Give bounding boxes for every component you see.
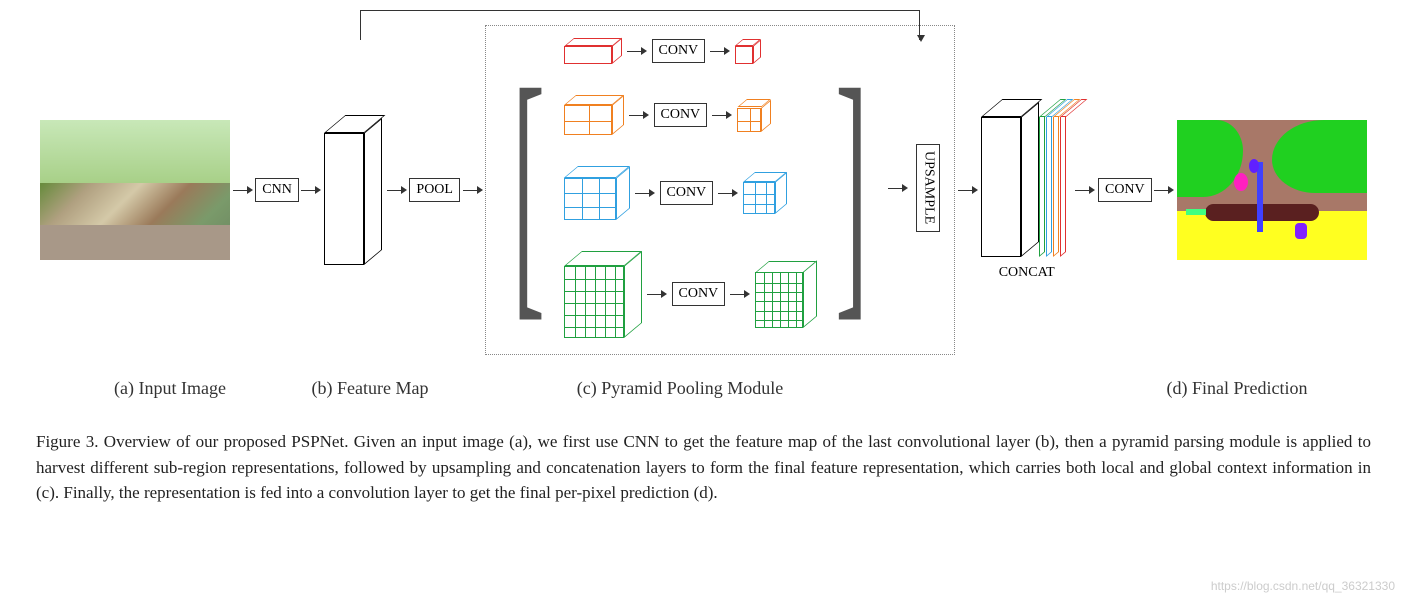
arrow xyxy=(958,186,978,194)
concat-cube xyxy=(981,99,1073,259)
output-block xyxy=(1177,120,1367,260)
figure-caption: Figure 3. Overview of our proposed PSPNe… xyxy=(30,429,1377,506)
arrow xyxy=(463,186,483,194)
output-segmentation xyxy=(1177,120,1367,260)
feature-map-cube xyxy=(324,115,384,265)
conv-final-op: CONV xyxy=(1098,178,1152,202)
arrow xyxy=(888,184,908,192)
pyramid-branch: CONV xyxy=(564,166,818,220)
concat-block: CONCAT xyxy=(981,99,1073,281)
upsample-op: UPSAMPLE xyxy=(916,144,940,231)
arrow xyxy=(301,186,321,194)
pyramid-branch: CONV xyxy=(564,95,818,135)
pyramid-branch: CONV xyxy=(564,38,818,64)
bracket-left: [ xyxy=(513,48,546,328)
arrow xyxy=(1075,186,1095,194)
conv-op: CONV xyxy=(652,39,706,63)
arrow xyxy=(1154,186,1174,194)
cnn-op: CNN xyxy=(255,178,299,202)
label-a: (a) Input Image xyxy=(70,378,270,399)
pyramid-branch: CONV xyxy=(564,251,818,338)
label-c: (c) Pyramid Pooling Module xyxy=(450,378,910,399)
concat-label: CONCAT xyxy=(999,265,1055,281)
conv-op: CONV xyxy=(660,181,714,205)
pyramid-branches: CONV CONV CONV CONV xyxy=(564,38,818,338)
bracket-right: ] xyxy=(835,48,868,328)
arrow xyxy=(387,186,407,194)
input-image-block xyxy=(40,120,230,260)
label-d: (d) Final Prediction xyxy=(1137,378,1337,399)
watermark: https://blog.csdn.net/qq_36321330 xyxy=(1211,579,1395,593)
pyramid-pooling-module: [ CONV CONV CONV CONV ] UPSAMPLE xyxy=(485,25,955,355)
conv-op: CONV xyxy=(654,103,708,127)
architecture-diagram: CNN POOL [ CONV CONV CONV CONV ] UPSAMPLE C… xyxy=(30,10,1377,370)
pool-op: POOL xyxy=(409,178,460,202)
arrow xyxy=(233,186,253,194)
input-image xyxy=(40,120,230,260)
label-b: (b) Feature Map xyxy=(300,378,440,399)
stage-labels: (a) Input Image (b) Feature Map (c) Pyra… xyxy=(30,378,1377,399)
conv-op: CONV xyxy=(672,282,726,306)
